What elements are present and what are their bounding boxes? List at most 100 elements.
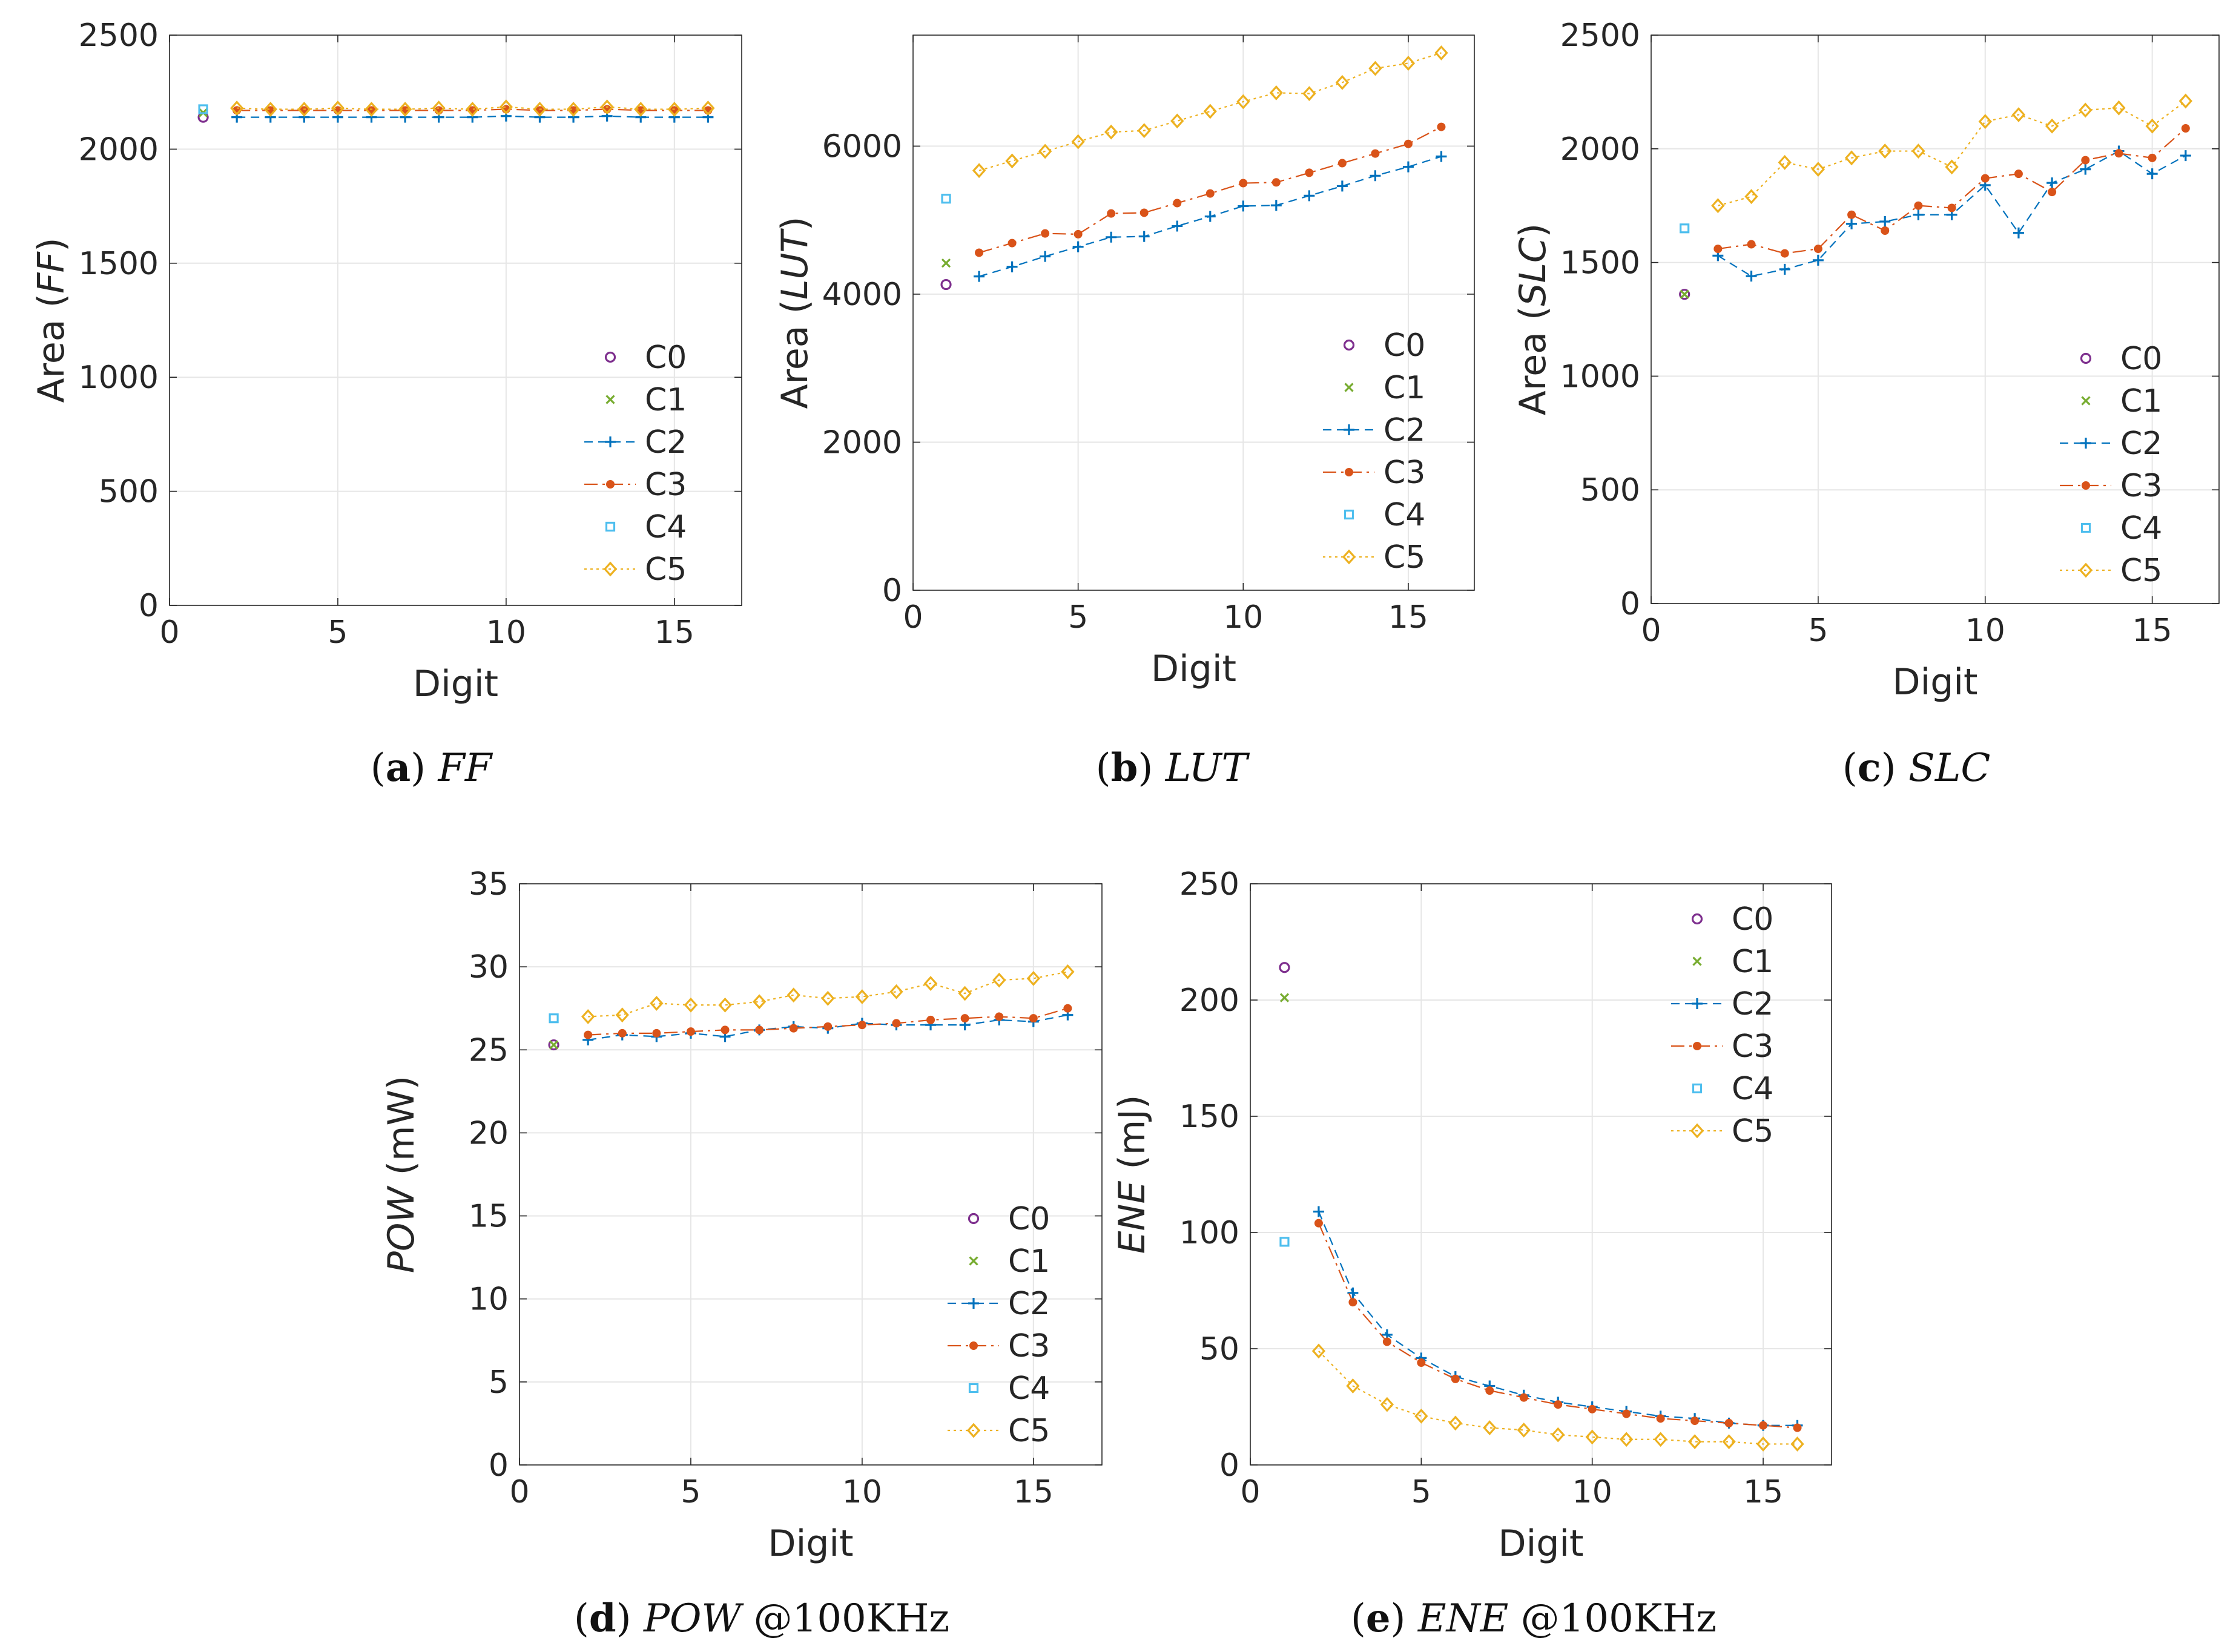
point-C3 (1485, 1386, 1494, 1395)
caption-slc: (c) SLC (1842, 745, 1991, 791)
point-C3 (1759, 1421, 1768, 1430)
point-C5 (634, 102, 648, 117)
series-C0 (548, 1039, 559, 1051)
series-C4 (1279, 1237, 1290, 1247)
series-C1 (1680, 289, 1689, 299)
point-C5 (1434, 45, 1448, 61)
point-C3 (1519, 1393, 1528, 1402)
point-C3 (2081, 156, 2090, 165)
legend-entry-C4: C4 (968, 1371, 1050, 1407)
point-C2 (1138, 231, 1150, 242)
series-C5 (972, 45, 1448, 179)
caption-close: ) (1881, 746, 1908, 791)
caption-label: a (386, 745, 411, 791)
point-C4 (941, 194, 951, 204)
point-C0 (1279, 962, 1290, 973)
series-C0 (940, 278, 952, 291)
x-tick-label: 0 (509, 1474, 529, 1510)
x-tick-label: 15 (1014, 1474, 1054, 1510)
point-C2 (1040, 251, 1051, 262)
point-C3 (1029, 1014, 1038, 1023)
caption-label: b (1111, 745, 1138, 791)
caption-label: e (1366, 1596, 1391, 1641)
y-tick-label: 2000 (79, 131, 159, 168)
legend-label: C2 (1383, 412, 1425, 449)
point-C3 (2114, 149, 2123, 158)
point-C3 (1656, 1414, 1665, 1423)
caption-text: POW (643, 1596, 745, 1641)
legend-marker-C1 (1692, 956, 1702, 966)
y-tick-label: 500 (1580, 472, 1640, 508)
y-axis-label: Area (SLC) (1512, 223, 1554, 415)
y-label-prefix: Area ( (1512, 306, 1554, 416)
point-C5 (1878, 143, 1892, 159)
legend: C0 C1 C2 C3 C4 C5 (1323, 327, 1425, 576)
chart-slc: 0 5 10 15 0 500 1000 1500 2000 2500 Digit Area (SLC… (1512, 18, 2220, 703)
legend: C0 C1 C2 C3 C4 C5 (584, 340, 687, 588)
series-C5 (1311, 1343, 1804, 1452)
point-C3 (584, 1030, 593, 1039)
series-C1 (941, 258, 951, 268)
legend-label: C5 (2120, 553, 2162, 589)
legend-entry-C2: C2 (584, 424, 687, 461)
legend-entry-C5: C5 (1323, 539, 1425, 576)
point-C5 (1302, 86, 1316, 101)
point-C3 (1747, 240, 1756, 249)
point-C3 (1588, 1404, 1597, 1413)
point-C5 (297, 102, 311, 117)
legend-label: C3 (1732, 1028, 1773, 1065)
legend-entry-C5: C5 (1671, 1113, 1773, 1150)
y-label-italic: ENE (1111, 1181, 1153, 1254)
y-tick-label: 20 (469, 1115, 509, 1151)
point-C5 (1483, 1420, 1497, 1435)
series-C5 (581, 964, 1075, 1024)
legend-label: C4 (1008, 1371, 1050, 1407)
y-tick-label: 10 (469, 1282, 509, 1318)
point-C3 (1107, 209, 1116, 218)
legend-label: C0 (645, 340, 687, 376)
x-tick-label: 5 (1068, 599, 1088, 636)
y-tick-label: 250 (1179, 866, 1239, 903)
caption-open: ( (371, 746, 386, 791)
legend-label: C3 (1383, 455, 1425, 491)
point-C3 (1813, 245, 1822, 254)
point-C3 (892, 1019, 901, 1028)
legend-entry-C3: C3 (1323, 455, 1425, 491)
legend-marker-C2 (1692, 998, 1703, 1009)
caption-close: ) (1138, 746, 1165, 791)
point-C3 (1173, 199, 1182, 208)
point-C3 (1690, 1417, 1700, 1426)
y-axis-label: Area (LUT) (774, 217, 816, 409)
y-tick-label: 2500 (1560, 18, 1640, 54)
axes-box (1651, 35, 2220, 604)
legend-entry-C5: C5 (948, 1413, 1050, 1449)
series-line-C5 (1718, 100, 2186, 206)
legend-marker-C0 (1691, 913, 1703, 925)
legend-label: C2 (1008, 1286, 1050, 1322)
point-C5 (992, 972, 1006, 988)
point-C3 (1271, 178, 1281, 187)
y-tick-label: 200 (1179, 982, 1239, 1019)
point-C3 (2014, 169, 2023, 179)
point-C3 (789, 1024, 798, 1033)
series-line-C5 (978, 52, 1442, 171)
point-C5 (821, 990, 835, 1006)
y-tick-label: 0 (489, 1447, 509, 1484)
y-tick-label: 0 (882, 573, 902, 609)
point-C2 (1172, 220, 1183, 232)
caption-ff: (a) FF (371, 745, 493, 791)
point-C3 (975, 248, 984, 257)
point-C3 (960, 1014, 969, 1023)
point-C5 (499, 99, 513, 115)
point-C5 (1335, 74, 1350, 90)
point-C4 (198, 104, 208, 114)
point-C5 (1911, 143, 1925, 159)
point-C2 (1204, 211, 1216, 222)
point-C3 (1403, 139, 1413, 148)
series-C3 (584, 1004, 1072, 1039)
legend-entry-C4: C4 (605, 509, 687, 545)
point-C5 (1203, 104, 1217, 119)
point-C0 (940, 278, 952, 291)
point-C2 (974, 271, 985, 282)
